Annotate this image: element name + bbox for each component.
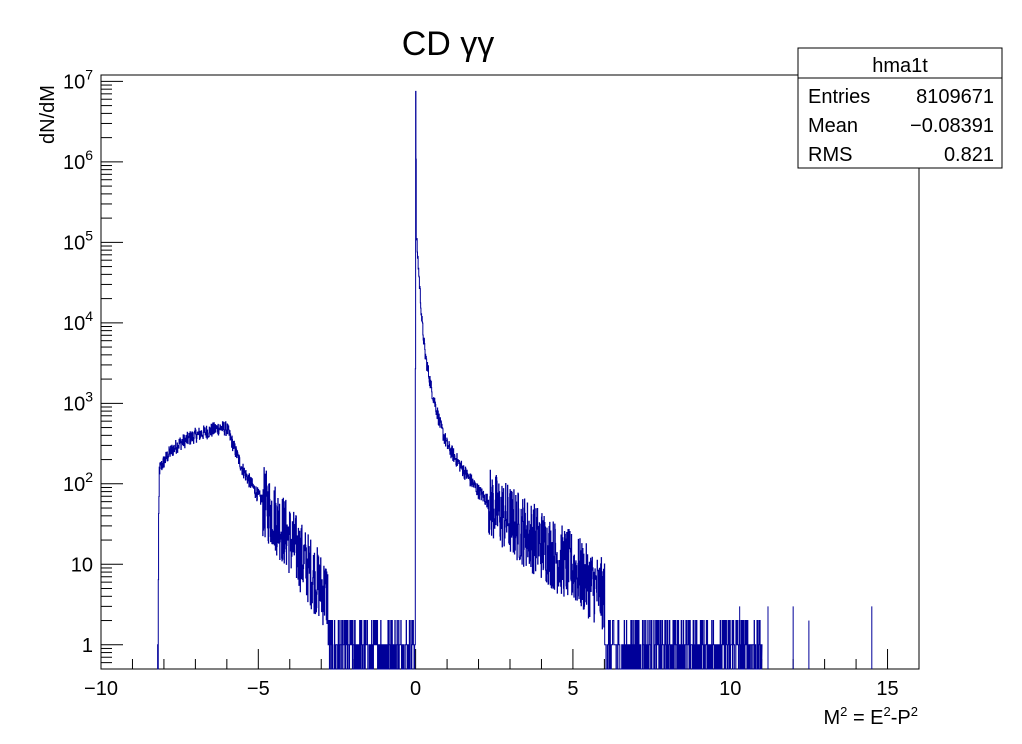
y-axis-tick-labels: 1 10 102 103 104 105 106 107 <box>63 66 93 656</box>
stats-rms-value: 0.821 <box>944 144 994 166</box>
histogram-line <box>157 90 763 670</box>
stats-rms-label: RMS <box>808 144 852 166</box>
x-tick-label: 15 <box>876 678 898 700</box>
chart-title: CD γγ <box>402 25 495 63</box>
histogram-series <box>157 90 763 670</box>
x-tick-label: 5 <box>567 678 578 700</box>
stats-box-frame <box>797 47 1003 169</box>
stats-box-title: hma1t <box>872 55 928 77</box>
x-tick-label: 10 <box>719 678 741 700</box>
y-axis-ticks <box>101 80 123 670</box>
x-axis-ticks <box>100 649 920 669</box>
x-tick-label: 0 <box>410 678 421 700</box>
y-tick-label: 10 <box>71 554 93 576</box>
isolated-spikes <box>739 606 873 669</box>
y-tick-label: 107 <box>63 66 93 93</box>
x-axis-tick-labels: −10 −5 0 5 10 15 <box>84 678 899 700</box>
plot-frame <box>100 74 920 670</box>
y-tick-label: 104 <box>63 308 93 335</box>
y-tick-label: 105 <box>63 227 93 254</box>
y-tick-label: 102 <box>63 469 93 496</box>
y-tick-label: 103 <box>63 388 93 415</box>
stats-entries-value: 8109671 <box>916 86 994 108</box>
x-axis-title: M2 = E2-P2 <box>823 704 918 729</box>
y-tick-label: 106 <box>63 147 93 174</box>
stats-box: hma1t Entries 8109671 Mean −0.08391 RMS … <box>797 47 1003 169</box>
x-tick-label: −5 <box>247 678 270 700</box>
x-tick-label: −10 <box>84 678 118 700</box>
stats-entries-label: Entries <box>808 86 870 108</box>
y-tick-label: 1 <box>82 635 93 657</box>
stats-mean-label: Mean <box>808 115 858 137</box>
stats-mean-value: −0.08391 <box>910 115 994 137</box>
y-axis-title: dN/dM <box>37 85 59 144</box>
